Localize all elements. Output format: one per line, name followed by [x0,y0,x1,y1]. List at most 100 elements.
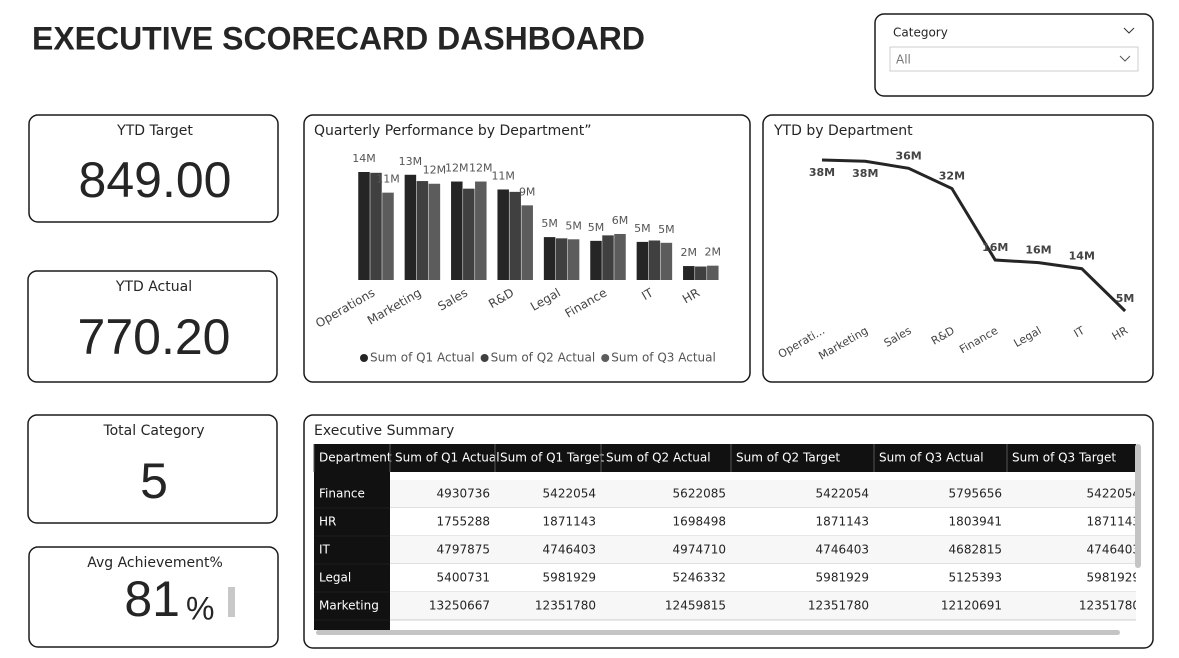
bar [614,233,626,280]
table-cell: 5981929 [543,571,596,585]
bar [707,265,719,280]
row-header: Legal [319,571,351,585]
table-cell: 12351780 [808,599,869,613]
table-cell: 5246332 [673,571,726,585]
data-label: 5M [658,223,675,236]
legend-marker [601,354,610,362]
bar [428,183,441,280]
progress-bar [228,587,235,617]
card-unit: % [186,590,214,626]
chart-panel [762,114,1154,383]
data-label: 11M [491,169,515,182]
bar [590,240,602,280]
table-cell: 4974710 [673,543,726,557]
data-label: 2M [681,246,698,259]
table-cell: 1803941 [949,515,1002,529]
data-label: 36M [895,149,921,162]
table-row [390,536,1136,564]
column-header: Sum of Q2 Actual [606,451,711,465]
data-label: 13M [399,155,423,168]
table-row [390,564,1136,592]
table-row [390,592,1136,620]
bar [382,192,394,280]
column-header: Sum of Q2 Target [736,451,840,465]
data-label: 14M [352,152,376,165]
data-label: 6M [612,214,629,227]
bar [555,238,568,280]
card [28,114,279,223]
row-header-band [314,472,390,630]
table-cell: 12351780 [535,599,596,613]
row-header: HR [319,515,336,529]
chevron [1119,55,1131,62]
data-label: 12M [469,162,493,175]
table-cell: 12459815 [665,599,726,613]
legend-marker [360,354,368,362]
table-cell: 1698498 [673,515,726,529]
data-label: 11M [376,173,400,186]
data-label: 5M [565,219,582,232]
card [27,270,278,383]
card [28,546,279,648]
table-cell: 13250667 [429,599,490,613]
table-cell: 5400731 [437,571,490,585]
column-header: Sum of Q1 Actual [395,451,500,465]
bar [695,266,707,280]
chart-title: Quarterly Performance by Department” [314,123,591,139]
bar [497,189,509,280]
data-label: 5M [541,217,558,230]
card-value: 770.20 [78,309,231,365]
slicer-label: Category [893,26,948,40]
bar [543,237,556,280]
data-label: 12M [445,162,469,175]
table-row [390,508,1136,536]
data-label: 5M [1116,292,1135,305]
legend-label: Sum of Q3 Actual [611,351,716,365]
card-label: Avg Achievement% [87,555,223,571]
scrollbar[interactable] [1135,444,1141,568]
card-label: YTD Actual [115,279,192,295]
table-cell: 4746403 [816,543,869,557]
bar [602,235,614,280]
table-cell: 4746403 [543,543,596,557]
table-cell: 5422054 [1087,487,1140,501]
bar [567,239,580,280]
table-cell: 4797875 [437,543,490,557]
table-cell: 1871143 [1087,515,1140,529]
legend-label: Sum of Q2 Actual [491,351,596,365]
card-value: 849.00 [79,152,232,208]
column-header: Department [319,451,392,465]
table-cell: 5125393 [949,571,1002,585]
scrollbar[interactable] [316,630,1120,635]
card-value: 5 [140,453,168,509]
table-header [314,444,1136,472]
table: Department Sum of Q1 Actual Sum of Q1 Targ… [313,444,1140,630]
data-label: 38M [852,167,878,180]
data-label: 16M [982,241,1008,254]
bar [404,174,417,280]
data-label: 32M [939,170,965,183]
table-cell: 4746403 [1087,543,1140,557]
table-cell: 5795656 [949,487,1002,501]
data-label: 5M [588,221,605,234]
table-row [390,480,1136,508]
slicer-value: All [896,53,911,67]
data-label: 16M [1025,244,1051,257]
bar [416,181,429,280]
column-header: Sum of Q3 Target [1012,451,1116,465]
row-header: Marketing [319,599,379,613]
card-label: Total Category [102,423,204,439]
data-label: 5M [634,222,651,235]
line [821,158,1127,313]
bar [463,188,475,280]
row-header: IT [319,543,331,557]
card-value: 81 [124,571,180,627]
table-cell: 12351780 [1079,599,1140,613]
bar [660,242,673,280]
table-cell: 1871143 [543,515,596,529]
bar [648,240,661,280]
column-header: Sum of Q1 Target [500,451,604,465]
table-cell: 5981929 [816,571,869,585]
slicer-dropdown[interactable] [889,46,1139,72]
